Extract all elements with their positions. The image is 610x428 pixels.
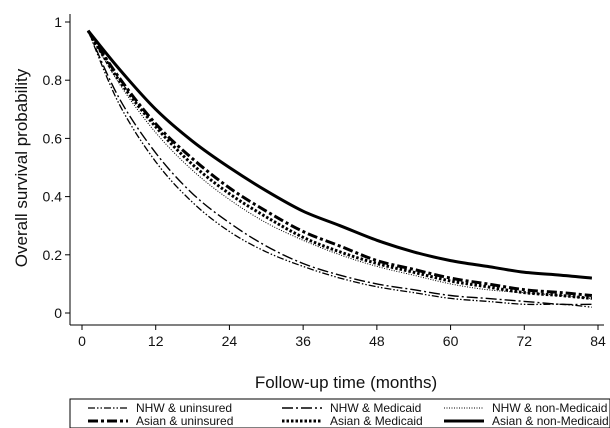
y-axis-title: Overall survival probability [12,68,31,267]
axes: 0 12 24 36 48 60 72 84 0 0.2 0.4 0.6 0.8 1 [43,14,606,349]
y-tick-label: 0.2 [43,247,63,263]
series-line [86,29,593,300]
x-tick-label: 24 [222,333,238,349]
series-line [87,30,592,306]
x-tick-label: 36 [295,333,311,349]
y-tick-label: 0.6 [43,130,63,146]
series-line [87,30,592,308]
y-tick-label: 0.4 [43,189,63,205]
y-tick-label: 0 [54,305,62,321]
y-tick-label: 0.8 [43,72,63,88]
x-tick-label: 84 [590,333,606,349]
legend: NHW & uninsured NHW & Medicaid NHW & non-M… [69,398,610,428]
x-axis-title: Follow-up time (months) [255,373,437,392]
legend-label: Asian & non-Medicaid [492,414,609,428]
legend-label: Asian & Medicaid [330,414,423,428]
plot-lines [86,29,593,308]
series-line [86,29,593,297]
legend-box [69,398,610,428]
x-tick-label: 0 [78,333,86,349]
legend-label: Asian & uninsured [136,414,233,428]
series-line [86,29,593,280]
x-tick-label: 48 [369,333,385,349]
legend-label: NHW & uninsured [136,401,232,415]
x-tick-label: 12 [148,333,164,349]
legend-label: NHW & non-Medicaid [492,401,607,415]
x-tick-label: 72 [516,333,532,349]
x-tick-label: 60 [443,333,459,349]
legend-label: NHW & Medicaid [330,401,421,415]
y-tick-label: 1 [54,14,62,30]
